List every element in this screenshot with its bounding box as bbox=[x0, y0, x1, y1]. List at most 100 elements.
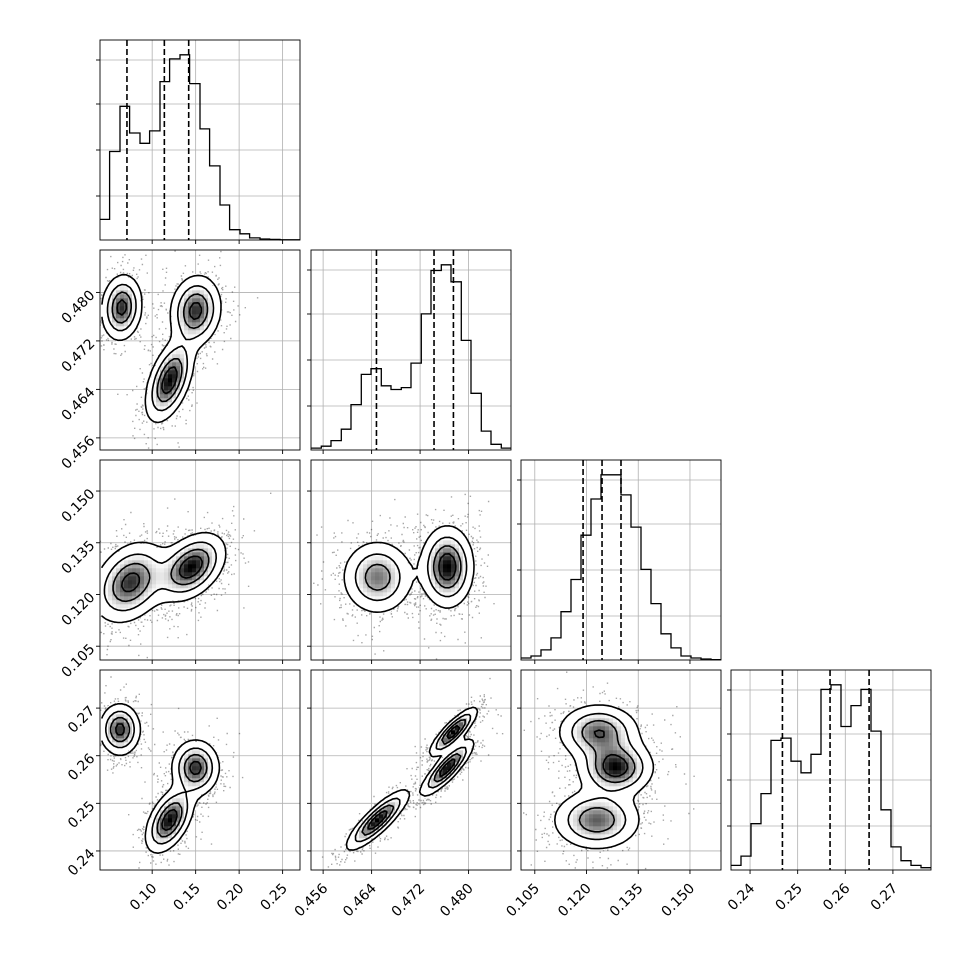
density-cell bbox=[455, 722, 460, 727]
density-cell bbox=[200, 330, 205, 335]
density-cell bbox=[176, 354, 181, 359]
histogram-panel-2 bbox=[517, 459, 722, 664]
density-cell bbox=[589, 778, 594, 783]
density-cell bbox=[172, 354, 177, 359]
panel-frame bbox=[310, 669, 512, 871]
density-cell bbox=[164, 822, 169, 827]
density-cell bbox=[200, 298, 205, 303]
density-cell bbox=[621, 726, 626, 731]
density-cell bbox=[565, 742, 570, 747]
density-cell bbox=[208, 302, 213, 307]
density-cell bbox=[208, 294, 213, 299]
density-cell bbox=[423, 786, 428, 791]
density-cell bbox=[172, 560, 177, 565]
density-cell bbox=[180, 750, 185, 755]
density-cell bbox=[379, 830, 384, 835]
density-cell bbox=[359, 588, 364, 593]
density-cell bbox=[589, 810, 594, 815]
density-cell bbox=[617, 722, 622, 727]
density-cell bbox=[597, 762, 602, 767]
density-cell bbox=[589, 726, 594, 731]
density-cell bbox=[200, 746, 205, 751]
density-cell bbox=[172, 592, 177, 597]
y-tick-label: 0.24 bbox=[65, 846, 98, 879]
density-cell bbox=[196, 536, 201, 541]
density-cell bbox=[597, 746, 602, 751]
density-cell bbox=[192, 572, 197, 577]
panel-frame bbox=[310, 249, 512, 451]
density-cell bbox=[116, 706, 121, 711]
density-cell bbox=[156, 414, 161, 419]
density-cell bbox=[581, 798, 586, 803]
density-cell bbox=[148, 834, 153, 839]
density-cell bbox=[172, 394, 177, 399]
density-cell bbox=[200, 568, 205, 573]
density-cell bbox=[379, 600, 384, 605]
density-cell bbox=[605, 782, 610, 787]
density-cell bbox=[451, 552, 456, 557]
density-cell bbox=[455, 588, 460, 593]
density-cell bbox=[347, 838, 352, 843]
density-cell bbox=[601, 718, 606, 723]
density-cell bbox=[625, 818, 630, 823]
density-cell bbox=[196, 560, 201, 565]
density-cell bbox=[593, 794, 598, 799]
density-cell bbox=[447, 580, 452, 585]
density-cell bbox=[347, 584, 352, 589]
density-cell bbox=[375, 600, 380, 605]
density-cell bbox=[216, 302, 221, 307]
density-cell bbox=[164, 810, 169, 815]
density-cell bbox=[577, 814, 582, 819]
density-cell bbox=[176, 782, 181, 787]
x-tick-label: 0.472 bbox=[389, 881, 429, 921]
density-cell bbox=[597, 774, 602, 779]
density-cell bbox=[128, 742, 133, 747]
density-cell bbox=[184, 766, 189, 771]
density-cell bbox=[367, 548, 372, 553]
density-cell bbox=[148, 390, 153, 395]
density-cell bbox=[633, 814, 638, 819]
density-cell bbox=[565, 822, 570, 827]
density-cell bbox=[435, 556, 440, 561]
x-tick-label: 0.24 bbox=[725, 881, 758, 914]
density-cell bbox=[172, 406, 177, 411]
density-cell bbox=[351, 560, 356, 565]
density-cell bbox=[467, 568, 472, 573]
density-cell bbox=[188, 298, 193, 303]
panel-frame bbox=[310, 459, 512, 661]
density-cell bbox=[208, 282, 213, 287]
density-cell bbox=[136, 576, 141, 581]
density-cell bbox=[427, 544, 432, 549]
density-cell bbox=[585, 802, 590, 807]
density-cell bbox=[172, 334, 177, 339]
density-cell bbox=[216, 552, 221, 557]
density-cell bbox=[347, 846, 352, 851]
density-cell bbox=[128, 290, 133, 295]
density-cell bbox=[136, 286, 141, 291]
density-cell bbox=[613, 806, 618, 811]
density-cell bbox=[144, 544, 149, 549]
density-cell bbox=[371, 580, 376, 585]
density-cell bbox=[367, 600, 372, 605]
density-cell bbox=[387, 548, 392, 553]
density-cell bbox=[613, 794, 618, 799]
density-cell bbox=[200, 778, 205, 783]
density-cell bbox=[104, 738, 109, 743]
contour-level-0 bbox=[343, 525, 475, 613]
density-cell bbox=[204, 536, 209, 541]
density-cell bbox=[367, 572, 372, 577]
density-cell bbox=[124, 274, 129, 279]
density-cell bbox=[379, 580, 384, 585]
density-cell bbox=[104, 318, 109, 323]
density-cell bbox=[144, 604, 149, 609]
density-cell bbox=[419, 556, 424, 561]
density-cell bbox=[132, 564, 137, 569]
density-cell bbox=[569, 750, 574, 755]
density-cell bbox=[144, 548, 149, 553]
density-cell bbox=[375, 576, 380, 581]
density-cell bbox=[132, 298, 137, 303]
density-cell bbox=[192, 334, 197, 339]
density-cell bbox=[399, 798, 404, 803]
density-cell bbox=[387, 802, 392, 807]
density-cell bbox=[451, 572, 456, 577]
